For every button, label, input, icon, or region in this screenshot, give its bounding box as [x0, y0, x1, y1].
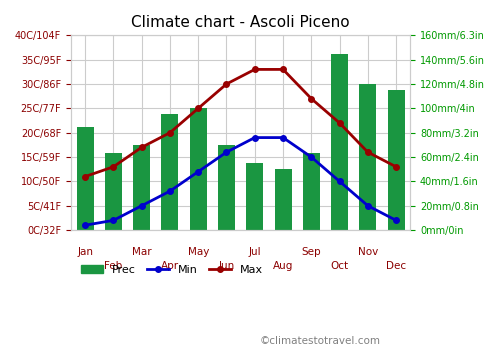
Title: Climate chart - Ascoli Piceno: Climate chart - Ascoli Piceno	[132, 15, 350, 30]
Text: Jul: Jul	[248, 247, 261, 257]
Text: Jun: Jun	[218, 261, 234, 271]
Bar	[105, 153, 122, 230]
Bar	[303, 153, 320, 230]
Text: ©climatestotravel.com: ©climatestotravel.com	[260, 336, 381, 346]
Text: Aug: Aug	[273, 261, 293, 271]
Text: Jan: Jan	[77, 247, 93, 257]
Text: Dec: Dec	[386, 261, 406, 271]
Text: Nov: Nov	[358, 247, 378, 257]
Bar	[360, 84, 376, 230]
Text: Mar: Mar	[132, 247, 152, 257]
Bar	[246, 163, 263, 230]
Bar	[76, 127, 94, 230]
Bar	[331, 54, 348, 230]
Bar	[162, 114, 178, 230]
Text: Apr: Apr	[161, 261, 179, 271]
Bar	[190, 108, 206, 230]
Text: Feb: Feb	[104, 261, 122, 271]
Bar	[133, 145, 150, 230]
Legend: Prec, Min, Max: Prec, Min, Max	[76, 260, 268, 279]
Bar	[388, 90, 404, 230]
Text: Oct: Oct	[330, 261, 348, 271]
Text: Sep: Sep	[302, 247, 321, 257]
Text: May: May	[188, 247, 209, 257]
Bar	[274, 169, 291, 230]
Bar	[218, 145, 235, 230]
